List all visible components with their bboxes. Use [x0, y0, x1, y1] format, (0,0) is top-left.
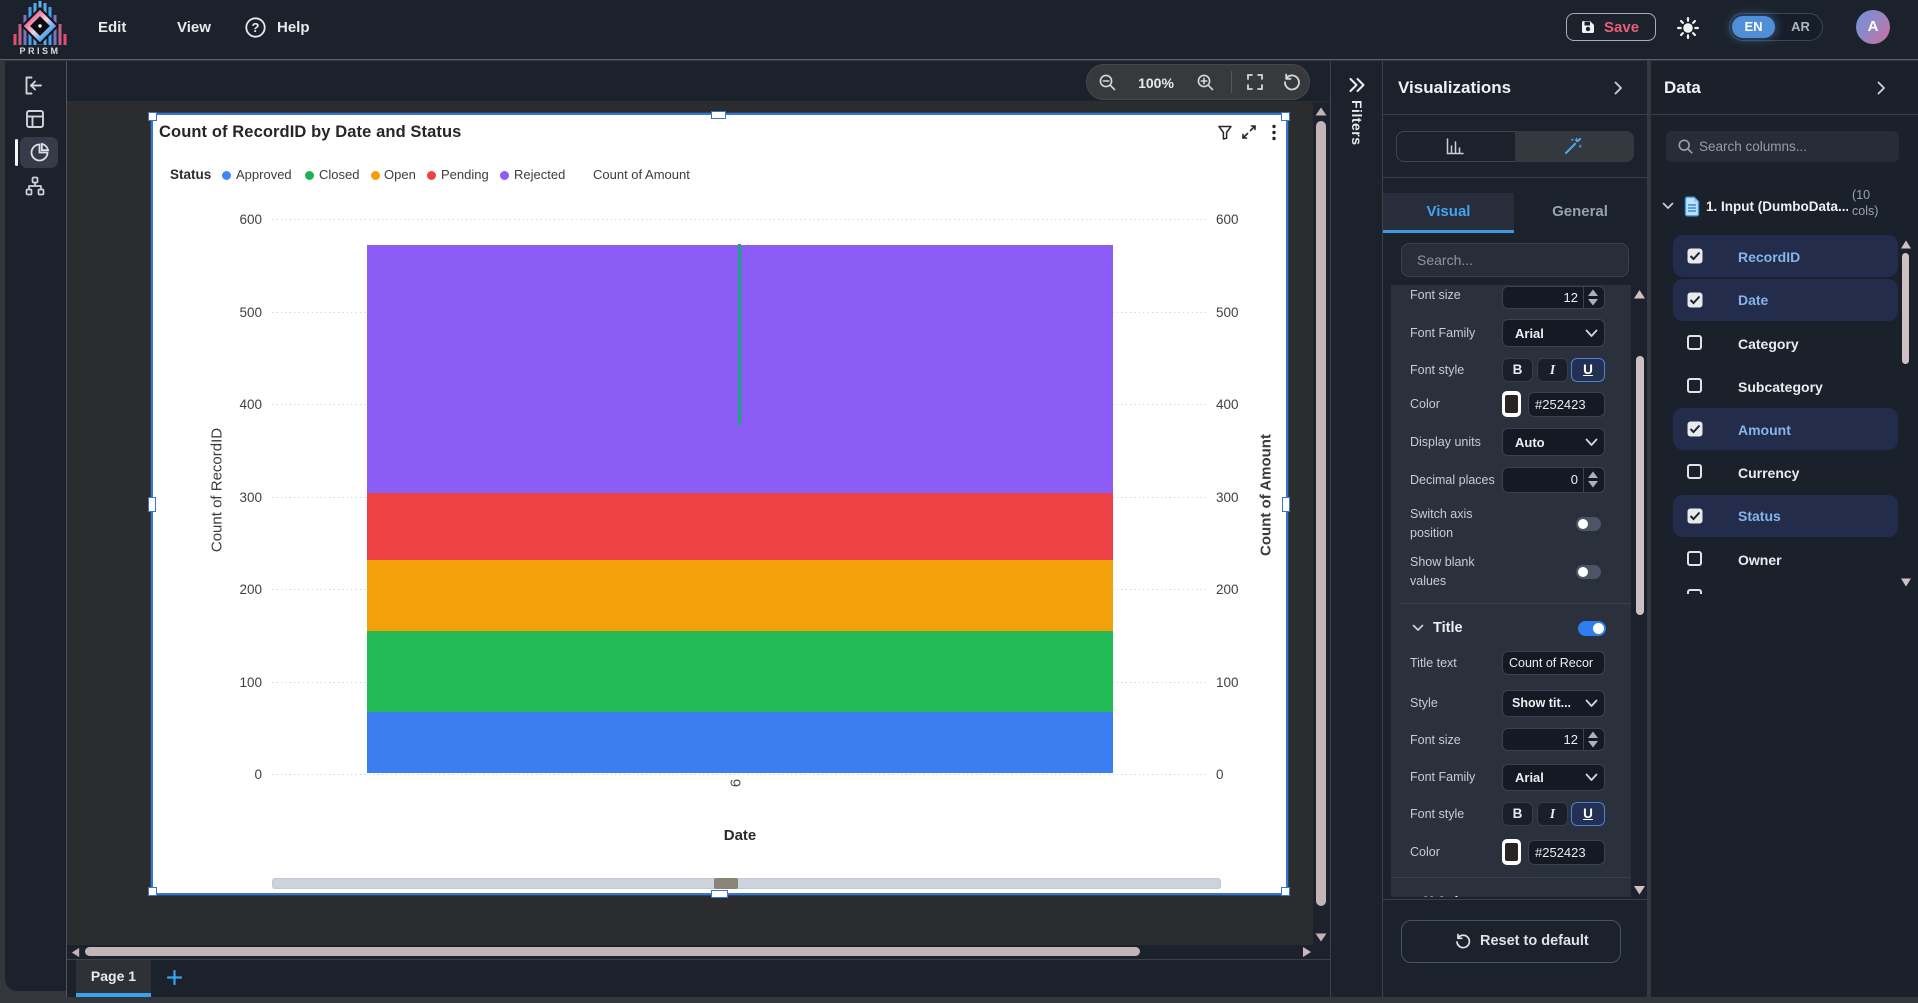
svg-text:?: ? — [252, 20, 260, 35]
svg-text:PRISM: PRISM — [19, 46, 60, 56]
